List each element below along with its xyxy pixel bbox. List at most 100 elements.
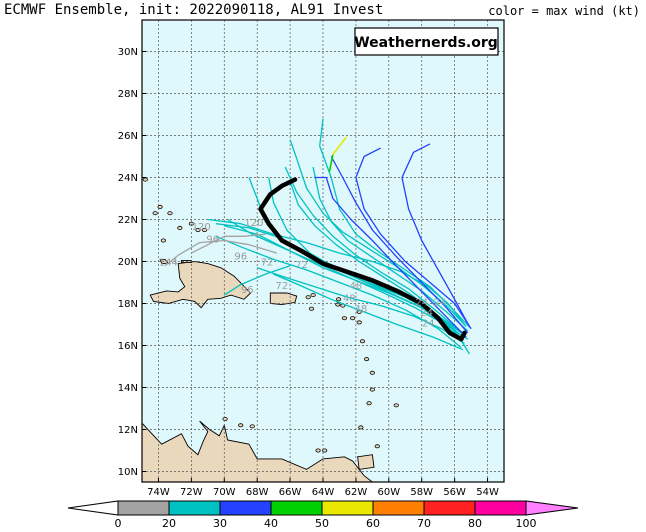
mean-track [258,177,467,342]
hour-label: 24 [420,308,433,319]
lat-tick-label: 18N [118,299,138,310]
landmass [142,420,374,482]
hour-label: 24 [422,319,435,330]
colorbar-tick-label: 20 [162,517,176,530]
colorbar-tick-label: 60 [366,517,380,530]
island [369,370,375,375]
hour-label-gray: 120 [244,218,263,229]
landmass [149,261,252,309]
island [201,227,208,232]
island [308,306,315,311]
hour-label: 24 [415,298,428,309]
hour-label: 72 [275,281,288,292]
colorbar-under-arrow [67,500,119,516]
hour-label: 72 [295,260,308,271]
island [336,297,342,302]
lat-tick-label: 16N [118,341,138,352]
lat-tick-label: 10N [118,467,138,478]
lat-tick-label: 22N [118,215,138,226]
island [358,425,364,430]
member-track-segment [338,136,347,147]
axis-ticks: 74W 72W 70W 68W 66W 64W 62W 60W 58W 56W 54W 10N 12N 1… [118,47,499,498]
member-track [401,143,470,327]
colorbar-tick-label: 30 [213,517,227,530]
member-track [191,233,266,254]
colorbar-tick-label: 50 [315,517,329,530]
island [305,295,311,300]
lon-tick-label: 56W [443,487,466,498]
island [350,316,356,321]
hour-label-gray: 120 [192,222,211,233]
member-track [227,218,469,340]
hour-label: 48 [350,281,363,292]
member-track [284,166,461,332]
landmass [357,454,375,470]
island [238,423,244,428]
island [195,227,201,232]
legend-title: color = max wind (kt) [488,4,640,18]
island [160,238,166,243]
colorbar-over-arrow [525,500,579,516]
credit-text: Weathernerds.org [354,35,498,51]
colorbar-bin [423,500,476,516]
hour-label-gray: 144 [159,258,178,269]
member-track [312,166,469,332]
island [157,204,163,209]
island [142,177,148,182]
ensemble-tracks [164,118,472,355]
colorbar-tick-label: 100 [516,517,537,530]
island [167,211,173,216]
lon-tick-label: 64W [312,487,335,498]
colorbar-bin [474,500,527,516]
island [364,357,370,362]
island [359,339,366,344]
hour-label: 24 [433,298,446,309]
colorbar-tick-label: 80 [468,517,482,530]
lat-tick-label: 26N [118,131,138,142]
member-track [314,176,467,338]
lat-tick-label: 12N [118,425,138,436]
island [356,320,362,325]
colorbar-tick-label: 40 [264,517,278,530]
colorbar-bin [321,500,374,516]
island [341,316,347,321]
island [374,444,380,449]
lon-tick-label: 62W [345,487,368,498]
lon-tick-label: 70W [213,487,236,498]
lon-tick-label: 66W [279,487,302,498]
credit-box: Weathernerds.org [354,27,499,56]
lat-tick-label: 20N [118,257,138,268]
island [152,211,158,216]
lat-tick-label: 30N [118,47,138,58]
colorbar-bin [372,500,425,516]
member-track [207,218,466,325]
lon-tick-label: 58W [410,487,433,498]
lon-tick-label: 68W [246,487,269,498]
hour-label: 48 [354,304,367,315]
lon-tick-label: 72W [180,487,203,498]
island [315,448,321,453]
member-track [164,239,278,267]
colorbar-bin [219,500,272,516]
wind-colorbar: 0 20 30 40 50 60 70 80 100 [67,500,579,530]
island [393,403,399,408]
lat-tick-label: 24N [118,173,138,184]
colorbar-bin [168,500,221,516]
member-track [330,156,469,334]
colorbar-tick-label: 70 [417,517,431,530]
member-track [256,267,465,344]
member-track-segment [332,145,341,156]
island [366,401,372,406]
colorbar-bin [117,500,170,516]
island [310,293,316,298]
lat-tick-label: 28N [118,89,138,100]
lon-tick-label: 60W [378,487,401,498]
landmass [269,292,298,306]
island [249,424,255,429]
hour-label-gray: 96 [206,235,219,246]
hour-label-gray: 96 [234,251,247,262]
island [369,387,375,392]
member-track [223,265,291,296]
member-track [268,177,470,355]
